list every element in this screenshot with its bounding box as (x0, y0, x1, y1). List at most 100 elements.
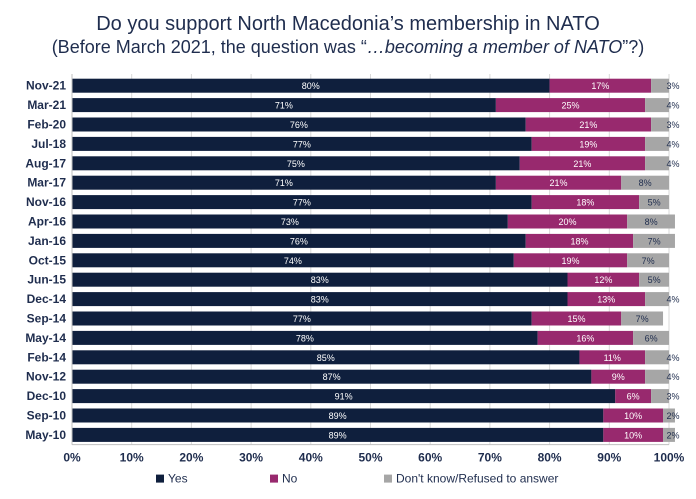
bar-dontknow (645, 350, 669, 365)
bar-yes (72, 233, 526, 248)
data-label: 7% (642, 256, 655, 266)
data-label: 17% (591, 81, 609, 91)
data-label: 11% (604, 353, 621, 363)
bar-yes (72, 78, 550, 93)
bar-yes (72, 330, 538, 345)
legend-swatch (156, 474, 164, 483)
data-label: 5% (648, 275, 661, 285)
category-label: Mar-17 (27, 176, 66, 190)
data-label: 12% (594, 275, 612, 285)
category-label: Jun-15 (27, 273, 66, 287)
data-label: 4% (666, 139, 679, 149)
bar-yes (72, 369, 592, 384)
title-line-1: Do you support North Macedonia’s members… (96, 13, 600, 35)
x-tick-label: 80% (538, 451, 562, 465)
data-label: 7% (648, 236, 661, 246)
category-label: Dec-10 (27, 389, 67, 403)
bar-no (531, 136, 646, 151)
category-label: Sep-10 (27, 409, 67, 423)
category-label: Aug-17 (25, 156, 66, 170)
bar-dontknow (639, 195, 669, 210)
data-label: 18% (570, 236, 588, 246)
data-label: 5% (648, 198, 661, 208)
data-label: 3% (666, 120, 679, 130)
data-label: 85% (317, 353, 335, 363)
data-label: 77% (293, 314, 311, 324)
data-label: 13% (597, 295, 615, 305)
x-tick-label: 40% (299, 451, 323, 465)
x-axis: 0% 10% 20% 30% 40% 50% 60% 70% 80% 90% 100% (63, 74, 685, 465)
legend-label: No (282, 472, 298, 486)
legend-label: Yes (168, 472, 188, 486)
data-label: 21% (573, 159, 591, 169)
legend: Yes No Don't know/Refused to answer (156, 472, 558, 486)
bar-yes (72, 175, 496, 190)
data-label: 4% (666, 159, 679, 169)
bar-no (531, 311, 622, 326)
data-label: 89% (329, 411, 347, 421)
data-label: 4% (666, 353, 679, 363)
bar-yes (72, 408, 604, 423)
bar-yes (72, 427, 604, 442)
data-label: 80% (302, 81, 320, 91)
bar-no (603, 427, 664, 442)
data-label: 76% (290, 236, 308, 246)
bar-dontknow (651, 389, 669, 404)
bar-no (567, 272, 640, 287)
bar-no (615, 389, 652, 404)
category-label: May-14 (25, 331, 66, 345)
category-label: Apr-16 (28, 215, 66, 229)
bar-dontknow (663, 408, 675, 423)
category-label: Feb-20 (27, 118, 66, 132)
bar-yes (72, 253, 514, 268)
data-label: 19% (561, 256, 579, 266)
x-tick-label: 60% (418, 451, 442, 465)
bar-yes (72, 117, 526, 132)
bar-yes (72, 136, 532, 151)
bar-no (519, 156, 646, 171)
data-label: 73% (281, 217, 299, 227)
bar-yes (72, 156, 520, 171)
subtitle-prefix: (Before March 2021, the question was “ (52, 37, 367, 57)
bar-dontknow (645, 369, 669, 384)
data-label: 75% (287, 159, 305, 169)
data-label: 87% (323, 372, 341, 382)
x-tick-label: 70% (478, 451, 502, 465)
data-label: 71% (275, 101, 293, 111)
bar-dontknow (645, 136, 669, 151)
data-label: 2% (666, 430, 679, 440)
data-label: 4% (666, 295, 679, 305)
bars: 80% 17% 3% 71% 25% 4% 76% 21% 3% 77% 19% 4% 75% 21% 4%… (72, 78, 680, 442)
category-labels: Nov-21 Mar-21 Feb-20 Jul-18 Aug-17 Mar-17 Nov-… (25, 79, 66, 442)
bar-no (591, 369, 646, 384)
data-label: 15% (567, 314, 585, 324)
bar-dontknow (633, 233, 675, 248)
data-label: 20% (559, 217, 577, 227)
bar-yes (72, 292, 568, 307)
x-tick-label: 10% (120, 451, 144, 465)
bar-no (603, 408, 664, 423)
bar-dontknow (633, 330, 669, 345)
x-tick-label: 0% (63, 451, 81, 465)
bar-dontknow (627, 253, 669, 268)
data-label: 7% (636, 314, 649, 324)
data-label: 74% (284, 256, 302, 266)
bar-dontknow (663, 427, 675, 442)
legend-label: Don't know/Refused to answer (396, 472, 558, 486)
category-label: Nov-21 (26, 79, 66, 93)
title-line-2: (Before March 2021, the question was “…b… (52, 37, 645, 57)
data-label: 77% (293, 139, 311, 149)
data-label: 16% (576, 333, 594, 343)
bar-no (549, 78, 652, 93)
category-label: Jul-18 (31, 137, 66, 151)
bar-no (537, 330, 634, 345)
data-label: 10% (624, 430, 642, 440)
bar-yes (72, 272, 568, 287)
bar-yes (72, 350, 580, 365)
data-label: 91% (335, 392, 353, 402)
bar-yes (72, 195, 532, 210)
data-label: 25% (561, 101, 579, 111)
data-label: 89% (329, 430, 347, 440)
category-label: Oct-15 (29, 253, 67, 267)
